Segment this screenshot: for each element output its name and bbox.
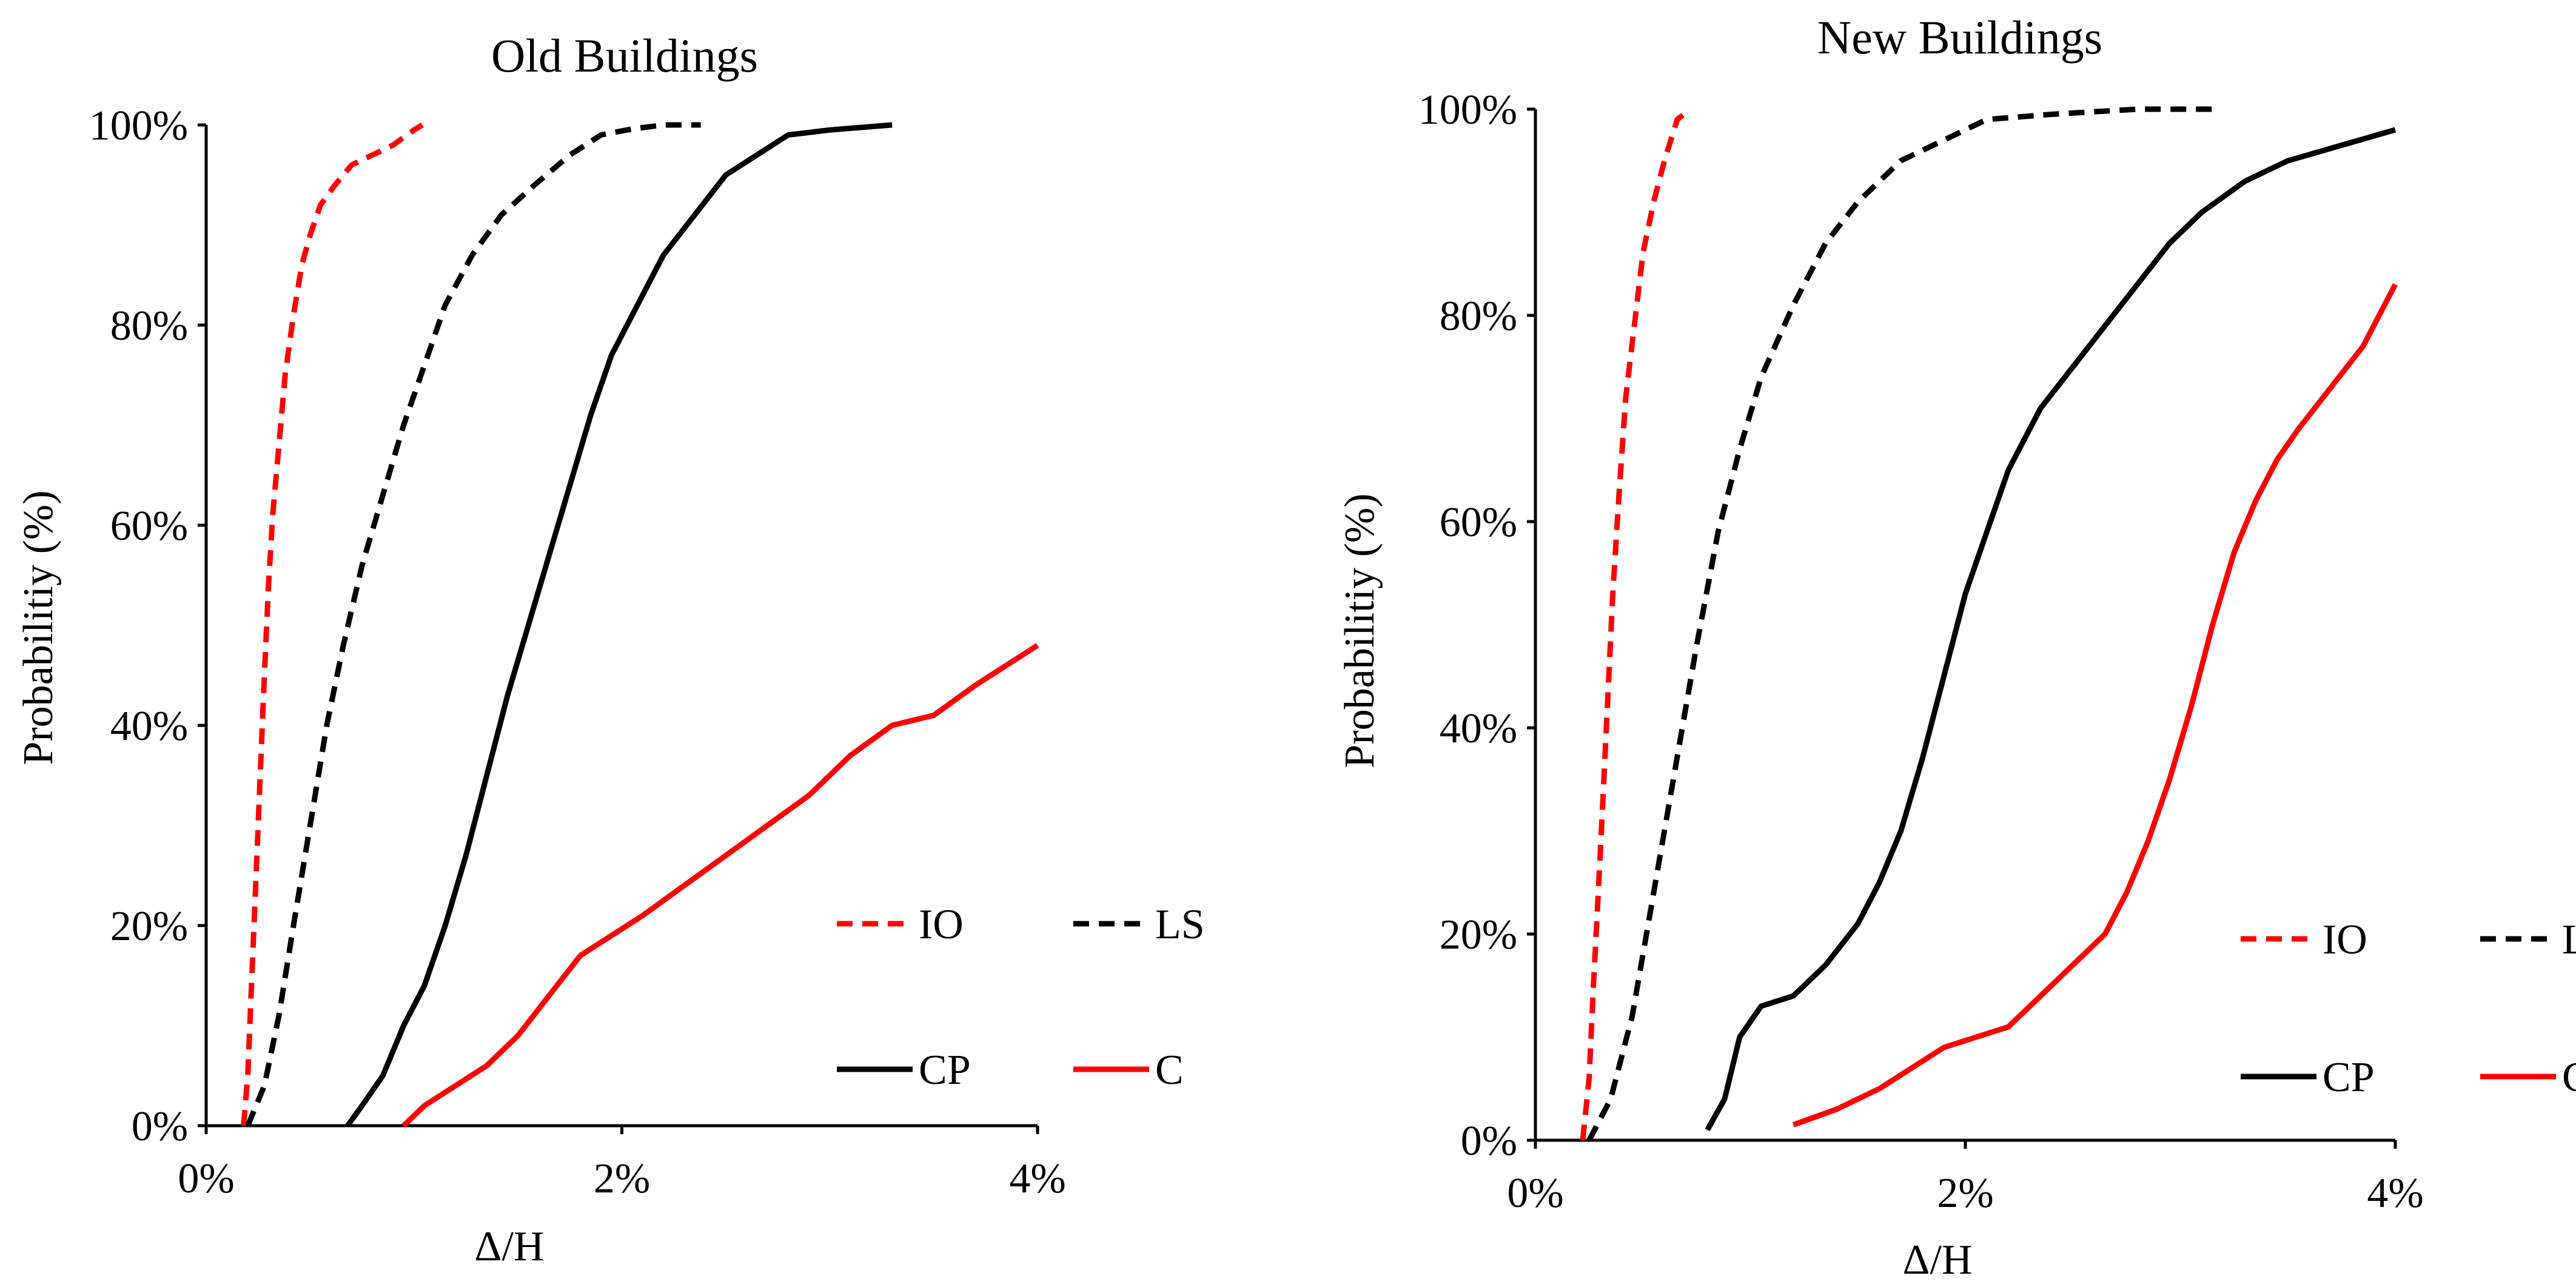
chart-title: New Buildings	[1817, 11, 2102, 64]
series-line-cp	[1705, 127, 2397, 1132]
y-tick-label: 100%	[1418, 87, 1517, 133]
y-tick-label: 20%	[110, 903, 188, 950]
x-axis-label: Δ/H	[474, 1223, 544, 1270]
y-tick-label: 80%	[110, 303, 188, 349]
legend: IO LS CP C	[2241, 916, 2576, 1101]
legend-label-ls: LS	[1155, 901, 1205, 948]
legend-label-c: C	[1155, 1047, 1184, 1094]
y-axis-label: Probabilitiy (%)	[15, 491, 62, 765]
legend-label-cp: CP	[919, 1047, 971, 1094]
y-tick-label: 0%	[1461, 1118, 1517, 1165]
legend-label-c: C	[2562, 1054, 2576, 1101]
chart-title: Old Buildings	[491, 29, 758, 82]
x-axis-label: Δ/H	[1902, 1237, 1972, 1283]
legend-label-ls: LS	[2562, 916, 2576, 963]
chart-old-buildings: Old Buildings Probabilitiy (%) Δ/H 0% 20%…	[15, 29, 1205, 1270]
y-tick-label: 40%	[1440, 705, 1517, 752]
y-axis-label: Probabilitiy (%)	[1337, 494, 1383, 768]
x-tick-label: 2%	[594, 1155, 650, 1202]
chart-new-buildings: New Buildings Probabilitiy (%) Δ/H 0% 20%…	[1337, 11, 2576, 1283]
y-tick-label: 40%	[110, 703, 188, 750]
series-line-c	[401, 643, 1039, 1128]
y-tick-label: 60%	[1440, 499, 1517, 546]
series-line-cp	[345, 122, 893, 1128]
series-line-io	[241, 123, 424, 1126]
y-tick-label: 20%	[1440, 912, 1517, 958]
series-line-ls	[1586, 106, 2213, 1142]
x-tick-label: 0%	[1507, 1170, 1563, 1217]
tick-group: 0% 20% 40% 60% 80% 100% 0% 2% 4%	[1418, 87, 2424, 1217]
series-line-io	[1580, 107, 1692, 1141]
legend: IO LS CP C	[837, 901, 1205, 1094]
series-line-c	[1792, 283, 2398, 1128]
legend-label-io: IO	[2323, 916, 2367, 963]
y-tick-label: 100%	[89, 103, 188, 149]
y-tick-label: 0%	[132, 1103, 188, 1150]
series-line-ls	[245, 122, 701, 1127]
y-tick-label: 80%	[1440, 293, 1517, 340]
y-tick-label: 60%	[110, 503, 188, 550]
x-tick-label: 0%	[178, 1155, 234, 1202]
x-tick-label: 4%	[2367, 1170, 2423, 1217]
x-tick-label: 2%	[1937, 1170, 1993, 1217]
tick-group: 0% 20% 40% 60% 80% 100% 0% 2% 4%	[89, 103, 1066, 1202]
x-tick-label: 4%	[1009, 1155, 1065, 1202]
legend-label-io: IO	[919, 901, 964, 948]
plot-area	[1580, 106, 2398, 1142]
plot-area	[241, 122, 1039, 1128]
legend-label-cp: CP	[2323, 1054, 2375, 1101]
